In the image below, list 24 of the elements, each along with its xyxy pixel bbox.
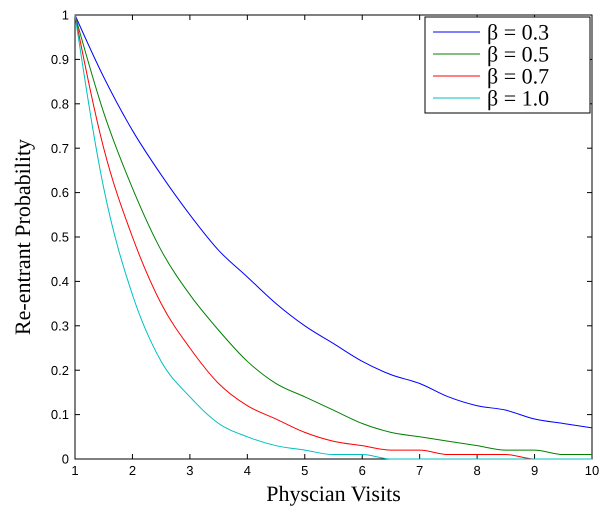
y-tick-label: 0.3 [50, 318, 69, 334]
x-tick-label: 5 [301, 463, 308, 478]
legend-label: β = 0.3 [487, 20, 550, 45]
x-tick-label: 3 [186, 463, 194, 478]
y-axis-title: Re-entrant Probability [10, 138, 35, 336]
y-tick-label: 0 [62, 452, 69, 467]
y-tick-label: 0.4 [50, 274, 69, 289]
y-tick-label: 0.7 [50, 140, 69, 156]
x-tick-label: 4 [244, 463, 251, 478]
y-tick-label: 0.6 [50, 185, 69, 200]
x-axis-title: Physcian Visits [266, 481, 401, 506]
x-tick-label: 6 [358, 463, 366, 478]
y-tick-label: 0.2 [50, 362, 69, 378]
x-tick-label: 8 [473, 463, 481, 478]
x-tick-label: 7 [416, 463, 424, 478]
y-tick-label: 0.5 [50, 230, 69, 245]
x-tick-label: 2 [128, 463, 136, 478]
x-tick-label: 9 [530, 463, 538, 478]
y-tick-label: 0.1 [50, 407, 69, 422]
x-tick-label: 10 [584, 463, 600, 478]
y-tick-label: 1 [62, 8, 69, 23]
x-tick-label: 1 [71, 463, 79, 478]
y-tick-label: 0.8 [50, 96, 69, 112]
y-tick-label: 0.9 [50, 52, 69, 67]
